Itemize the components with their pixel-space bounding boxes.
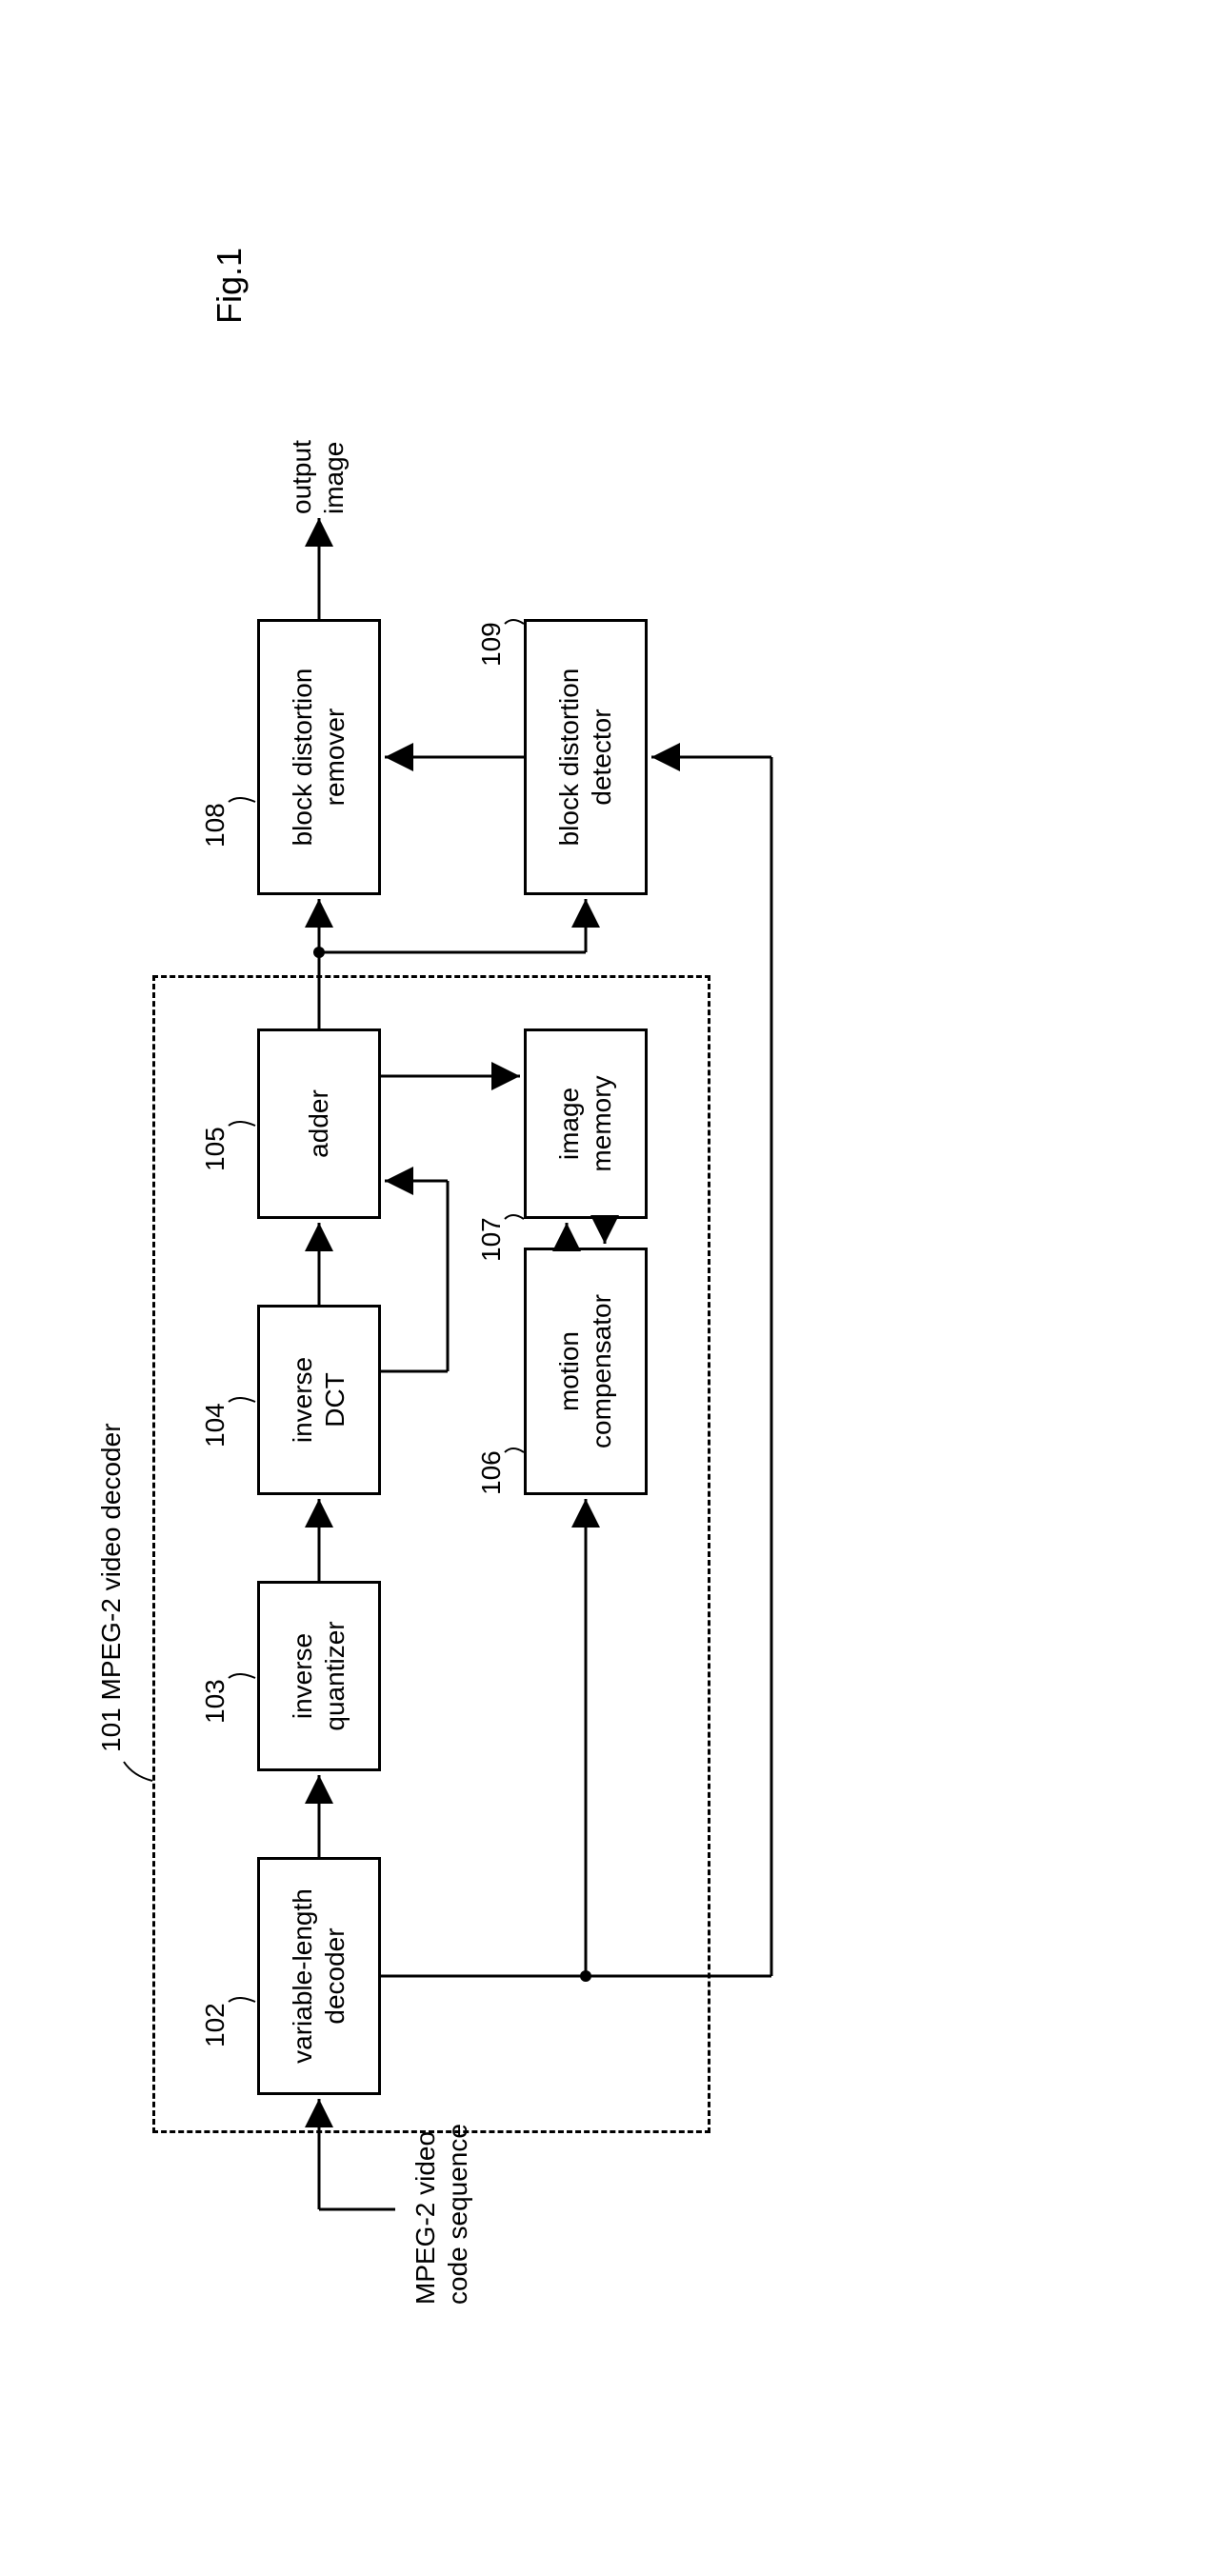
figure-container: Fig.1 101 MPEG-2 video decoder MPEG-2 vi…	[19, 19, 1201, 2557]
arrows-layer	[10, 305, 867, 2305]
block-diagram: 101 MPEG-2 video decoder MPEG-2 video co…	[10, 305, 867, 2305]
